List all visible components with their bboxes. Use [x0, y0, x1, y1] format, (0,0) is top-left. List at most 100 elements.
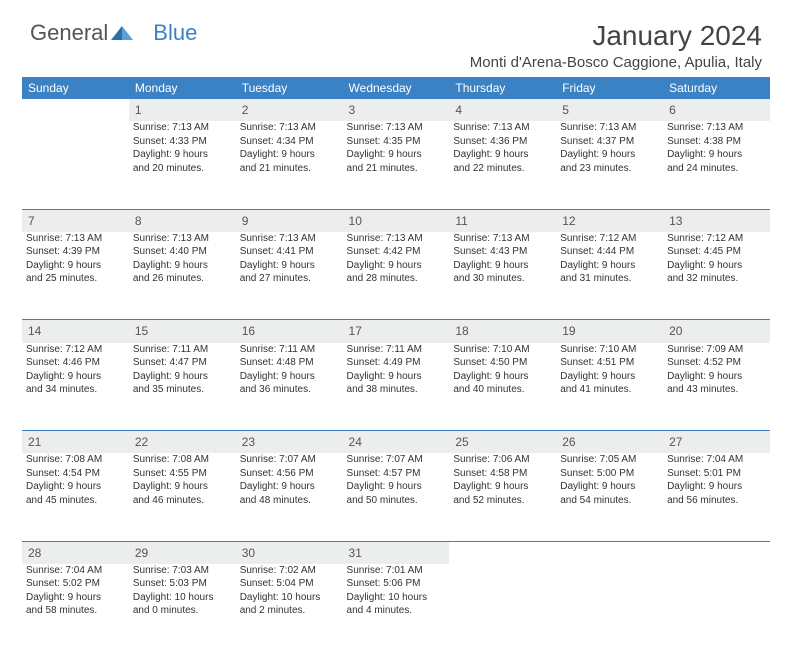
day-detail-cell: Sunrise: 7:12 AMSunset: 4:44 PMDaylight:… — [556, 232, 663, 320]
day-number-cell: 4 — [449, 99, 556, 121]
day-detail-cell: Sunrise: 7:09 AMSunset: 4:52 PMDaylight:… — [663, 343, 770, 431]
day-number-cell: 11 — [449, 209, 556, 232]
day-header: Monday — [129, 77, 236, 99]
day-number-cell: 13 — [663, 209, 770, 232]
cell-line: Daylight: 9 hours — [26, 480, 125, 494]
cell-line: Sunrise: 7:12 AM — [667, 232, 766, 246]
day-detail-cell: Sunrise: 7:13 AMSunset: 4:35 PMDaylight:… — [343, 121, 450, 209]
month-title: January 2024 — [470, 20, 762, 52]
cell-line: Daylight: 9 hours — [347, 370, 446, 384]
cell-line: Sunset: 4:56 PM — [240, 467, 339, 481]
day-number-cell: 20 — [663, 320, 770, 343]
cell-line: and 4 minutes. — [347, 604, 446, 618]
cell-line: Sunrise: 7:13 AM — [133, 121, 232, 135]
day-detail-cell: Sunrise: 7:03 AMSunset: 5:03 PMDaylight:… — [129, 564, 236, 652]
day-header: Tuesday — [236, 77, 343, 99]
day-detail-cell: Sunrise: 7:13 AMSunset: 4:39 PMDaylight:… — [22, 232, 129, 320]
cell-line: and 46 minutes. — [133, 494, 232, 508]
cell-line: Daylight: 9 hours — [560, 148, 659, 162]
day-detail-cell: Sunrise: 7:11 AMSunset: 4:47 PMDaylight:… — [129, 343, 236, 431]
day-number-cell: 8 — [129, 209, 236, 232]
cell-line: Sunrise: 7:07 AM — [347, 453, 446, 467]
cell-line: Sunrise: 7:08 AM — [26, 453, 125, 467]
cell-line: Daylight: 9 hours — [133, 148, 232, 162]
cell-line: Sunrise: 7:11 AM — [240, 343, 339, 357]
title-block: January 2024 Monti d'Arena-Bosco Caggion… — [470, 20, 762, 77]
day-detail-cell: Sunrise: 7:13 AMSunset: 4:38 PMDaylight:… — [663, 121, 770, 209]
day-header: Friday — [556, 77, 663, 99]
cell-line: Sunset: 4:48 PM — [240, 356, 339, 370]
day-detail-cell: Sunrise: 7:04 AMSunset: 5:01 PMDaylight:… — [663, 453, 770, 541]
day-number-cell — [663, 541, 770, 564]
cell-line: Sunrise: 7:13 AM — [26, 232, 125, 246]
cell-line: Sunrise: 7:13 AM — [453, 232, 552, 246]
cell-line: Sunrise: 7:13 AM — [560, 121, 659, 135]
cell-line: Sunset: 4:37 PM — [560, 135, 659, 149]
cell-line: Sunrise: 7:13 AM — [133, 232, 232, 246]
cell-line: Daylight: 9 hours — [347, 148, 446, 162]
cell-line: Sunrise: 7:09 AM — [667, 343, 766, 357]
cell-line: Sunrise: 7:13 AM — [240, 232, 339, 246]
day-number-cell: 7 — [22, 209, 129, 232]
day-detail-cell: Sunrise: 7:11 AMSunset: 4:48 PMDaylight:… — [236, 343, 343, 431]
cell-line: and 41 minutes. — [560, 383, 659, 397]
day-number-cell: 22 — [129, 431, 236, 454]
cell-line: Sunset: 4:49 PM — [347, 356, 446, 370]
day-detail-cell: Sunrise: 7:05 AMSunset: 5:00 PMDaylight:… — [556, 453, 663, 541]
cell-line: and 54 minutes. — [560, 494, 659, 508]
day-header: Thursday — [449, 77, 556, 99]
cell-line: Daylight: 10 hours — [133, 591, 232, 605]
day-detail-cell — [663, 564, 770, 652]
cell-line: Sunrise: 7:07 AM — [240, 453, 339, 467]
day-number-cell: 10 — [343, 209, 450, 232]
cell-line: Sunset: 4:54 PM — [26, 467, 125, 481]
cell-line: Sunset: 4:44 PM — [560, 245, 659, 259]
day-detail-cell: Sunrise: 7:07 AMSunset: 4:57 PMDaylight:… — [343, 453, 450, 541]
cell-line: Sunset: 4:52 PM — [667, 356, 766, 370]
day-detail-cell: Sunrise: 7:13 AMSunset: 4:42 PMDaylight:… — [343, 232, 450, 320]
cell-line: Daylight: 9 hours — [240, 480, 339, 494]
page-header: General Blue January 2024 Monti d'Arena-… — [0, 0, 792, 77]
cell-line: Sunrise: 7:10 AM — [453, 343, 552, 357]
cell-line: Sunset: 4:43 PM — [453, 245, 552, 259]
cell-line: and 58 minutes. — [26, 604, 125, 618]
cell-line: Sunrise: 7:12 AM — [26, 343, 125, 357]
day-number-cell: 12 — [556, 209, 663, 232]
day-detail-cell — [449, 564, 556, 652]
day-detail-cell: Sunrise: 7:13 AMSunset: 4:40 PMDaylight:… — [129, 232, 236, 320]
cell-line: Daylight: 9 hours — [667, 480, 766, 494]
cell-line: Sunset: 4:58 PM — [453, 467, 552, 481]
cell-line: Sunrise: 7:06 AM — [453, 453, 552, 467]
cell-line: and 56 minutes. — [667, 494, 766, 508]
day-detail-cell: Sunrise: 7:12 AMSunset: 4:45 PMDaylight:… — [663, 232, 770, 320]
cell-line: Sunset: 4:39 PM — [26, 245, 125, 259]
day-header: Wednesday — [343, 77, 450, 99]
cell-line: and 28 minutes. — [347, 272, 446, 286]
day-detail-cell: Sunrise: 7:13 AMSunset: 4:33 PMDaylight:… — [129, 121, 236, 209]
cell-line: Sunset: 5:03 PM — [133, 577, 232, 591]
detail-row: Sunrise: 7:08 AMSunset: 4:54 PMDaylight:… — [22, 453, 770, 541]
day-number-cell: 3 — [343, 99, 450, 121]
cell-line: Sunset: 4:50 PM — [453, 356, 552, 370]
cell-line: Sunrise: 7:08 AM — [133, 453, 232, 467]
cell-line: Sunset: 4:35 PM — [347, 135, 446, 149]
cell-line: Sunrise: 7:13 AM — [667, 121, 766, 135]
cell-line: Daylight: 9 hours — [347, 259, 446, 273]
cell-line: Sunset: 4:47 PM — [133, 356, 232, 370]
cell-line: and 34 minutes. — [26, 383, 125, 397]
calendar-table: Sunday Monday Tuesday Wednesday Thursday… — [22, 77, 770, 652]
day-header: Saturday — [663, 77, 770, 99]
cell-line: Sunrise: 7:05 AM — [560, 453, 659, 467]
cell-line: and 32 minutes. — [667, 272, 766, 286]
cell-line: Sunrise: 7:13 AM — [453, 121, 552, 135]
day-number-cell: 21 — [22, 431, 129, 454]
cell-line: Sunset: 5:00 PM — [560, 467, 659, 481]
day-header: Sunday — [22, 77, 129, 99]
cell-line: and 27 minutes. — [240, 272, 339, 286]
cell-line: Sunset: 4:33 PM — [133, 135, 232, 149]
day-detail-cell — [22, 121, 129, 209]
cell-line: Sunset: 4:51 PM — [560, 356, 659, 370]
cell-line: and 24 minutes. — [667, 162, 766, 176]
cell-line: and 36 minutes. — [240, 383, 339, 397]
cell-line: and 21 minutes. — [240, 162, 339, 176]
